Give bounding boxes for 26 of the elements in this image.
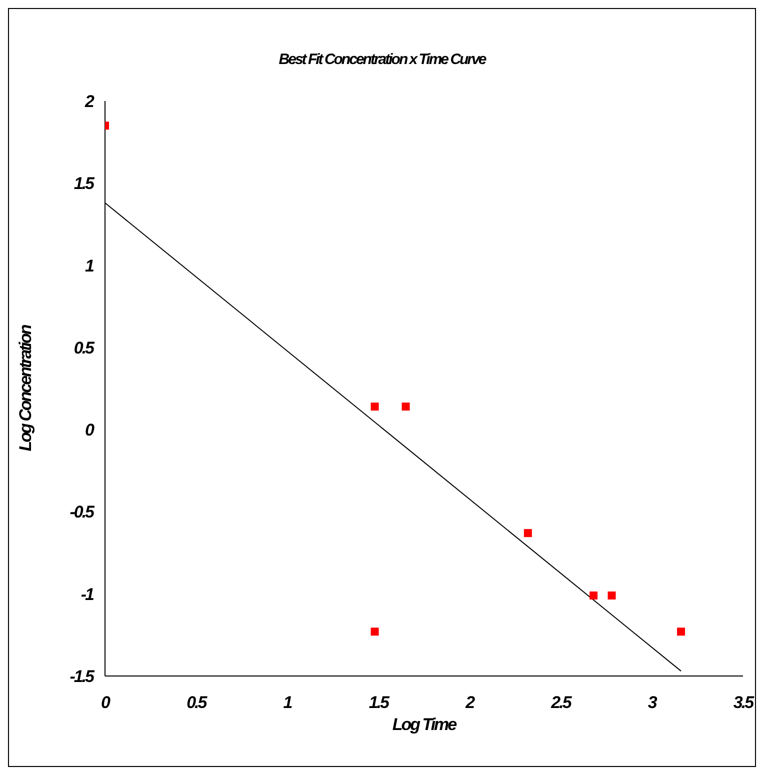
chart-title: Best Fit Concentration x Time Curve <box>278 51 487 68</box>
x-tick-label: 0 <box>101 693 112 712</box>
y-tick-label: 1 <box>85 256 94 276</box>
point <box>677 628 686 636</box>
point <box>524 529 532 538</box>
x-tick-label: 2.5 <box>550 693 572 712</box>
y-tick-label: 0.5 <box>74 338 96 358</box>
y-axis-title: Log Concentration <box>16 324 36 452</box>
point <box>590 592 598 600</box>
y-tick-label: -0.5 <box>70 502 96 522</box>
x-axis-title: Log Time <box>392 715 457 734</box>
y-tick-label: -1.5 <box>70 667 96 686</box>
y-tick-label: -1 <box>80 584 94 604</box>
x-tick-label: 0.5 <box>186 693 208 712</box>
y-tick-label: 0 <box>85 420 96 440</box>
point <box>402 402 410 411</box>
x-tick-label: 1 <box>283 693 292 712</box>
point <box>370 628 379 636</box>
x-tick-label: 1.5 <box>368 693 390 712</box>
y-tick-label: 1.5 <box>74 174 96 194</box>
x-tick-label: 3.5 <box>733 693 755 712</box>
y-tick-label: 2 <box>84 92 96 112</box>
x-tick-label: 2 <box>464 693 476 712</box>
point <box>608 592 616 600</box>
x-tick-label: 3 <box>648 693 658 712</box>
point <box>370 402 379 411</box>
